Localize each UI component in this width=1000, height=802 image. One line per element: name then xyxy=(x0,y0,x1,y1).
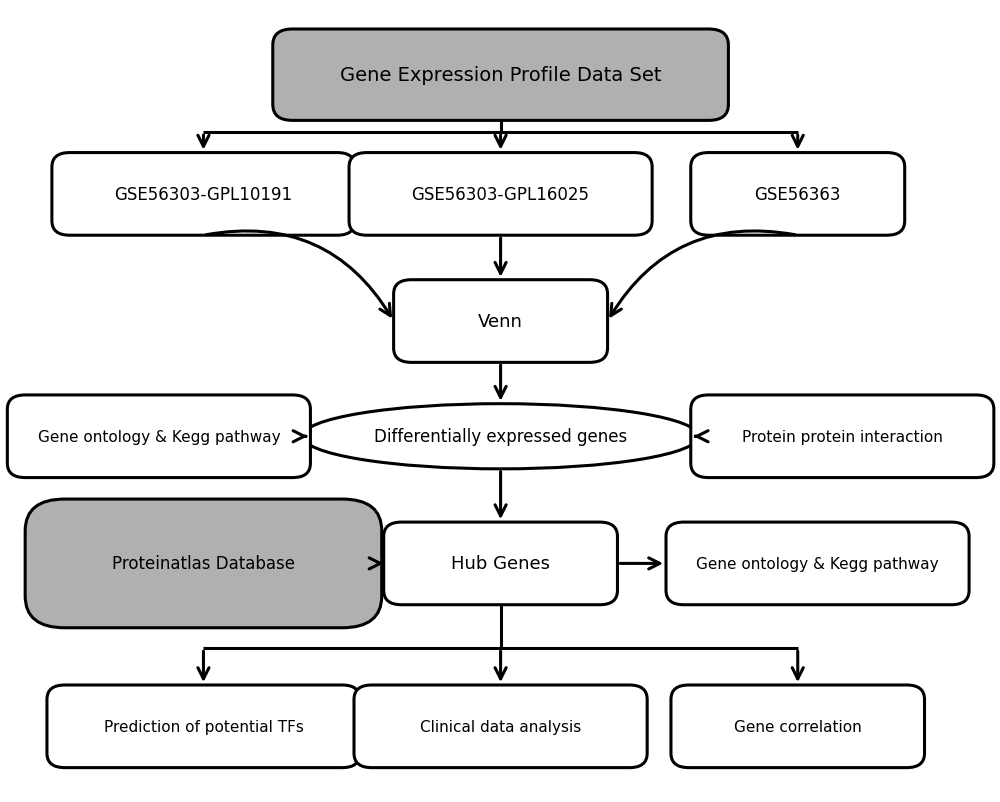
FancyBboxPatch shape xyxy=(52,153,355,236)
FancyBboxPatch shape xyxy=(349,153,652,236)
Text: Clinical data analysis: Clinical data analysis xyxy=(420,719,581,734)
FancyBboxPatch shape xyxy=(7,395,310,478)
Text: Gene correlation: Gene correlation xyxy=(734,719,862,734)
FancyBboxPatch shape xyxy=(671,685,925,768)
FancyBboxPatch shape xyxy=(273,30,728,121)
FancyBboxPatch shape xyxy=(666,522,969,605)
Text: Protein protein interaction: Protein protein interaction xyxy=(742,429,943,444)
FancyBboxPatch shape xyxy=(691,153,905,236)
FancyBboxPatch shape xyxy=(25,500,382,628)
FancyBboxPatch shape xyxy=(354,685,647,768)
FancyBboxPatch shape xyxy=(47,685,360,768)
Ellipse shape xyxy=(302,404,699,469)
FancyBboxPatch shape xyxy=(691,395,994,478)
Text: Differentially expressed genes: Differentially expressed genes xyxy=(374,427,627,446)
Text: GSE56303-GPL10191: GSE56303-GPL10191 xyxy=(114,185,293,204)
Text: Venn: Venn xyxy=(478,313,523,330)
Text: Gene ontology & Kegg pathway: Gene ontology & Kegg pathway xyxy=(38,429,280,444)
Text: Hub Genes: Hub Genes xyxy=(451,555,550,573)
FancyBboxPatch shape xyxy=(384,522,617,605)
FancyBboxPatch shape xyxy=(394,281,608,363)
Text: Gene Expression Profile Data Set: Gene Expression Profile Data Set xyxy=(340,66,661,85)
Text: Proteinatlas Database: Proteinatlas Database xyxy=(112,555,295,573)
Text: Prediction of potential TFs: Prediction of potential TFs xyxy=(104,719,303,734)
Text: Gene ontology & Kegg pathway: Gene ontology & Kegg pathway xyxy=(696,557,939,571)
Text: GSE56363: GSE56363 xyxy=(754,185,841,204)
Text: GSE56303-GPL16025: GSE56303-GPL16025 xyxy=(412,185,590,204)
